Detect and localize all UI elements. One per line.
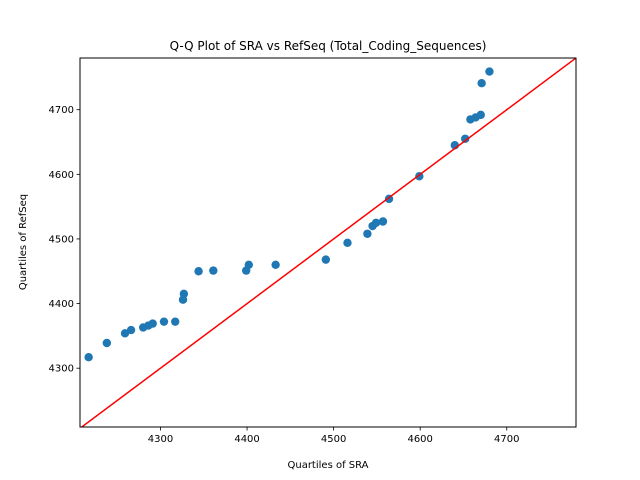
ticks-layer: 4300 4400 4500 4600 4700 4300 4400 4500 4600 4700 bbox=[49, 105, 520, 445]
data-point-29 bbox=[476, 110, 485, 120]
data-point-16 bbox=[271, 260, 280, 269]
plot-area bbox=[79, 57, 577, 428]
data-point-22 bbox=[378, 217, 388, 226]
data-point-15 bbox=[244, 260, 253, 269]
data-point-26 bbox=[461, 134, 470, 143]
y-axis-title: Quartiles of RefSeq bbox=[18, 194, 29, 290]
data-point-8 bbox=[159, 317, 169, 326]
y-tick-label-3: 4500 bbox=[49, 234, 74, 245]
x-tick-label-4: 4600 bbox=[407, 434, 432, 445]
reference-line bbox=[80, 58, 576, 427]
axes-frame bbox=[79, 57, 577, 428]
data-point-4 bbox=[126, 325, 136, 335]
data-point-17 bbox=[321, 255, 331, 264]
data-point-9 bbox=[171, 317, 180, 326]
data-point-1 bbox=[84, 353, 93, 362]
y-tick-label-5: 4700 bbox=[49, 105, 74, 116]
data-group bbox=[80, 58, 576, 427]
y-tick-label-4: 4600 bbox=[49, 170, 74, 181]
data-point-7 bbox=[148, 319, 157, 328]
y-tick-label-1: 4300 bbox=[49, 364, 74, 375]
data-point-30 bbox=[477, 79, 486, 88]
data-point-19 bbox=[363, 229, 372, 238]
x-tick-label-5: 4700 bbox=[494, 434, 519, 445]
x-tick-label-2: 4400 bbox=[234, 434, 259, 445]
data-point-11 bbox=[179, 289, 189, 299]
x-axis-title: Quartiles of SRA bbox=[287, 460, 368, 471]
data-point-13 bbox=[209, 266, 218, 275]
data-point-21 bbox=[371, 218, 381, 227]
data-point-31 bbox=[485, 67, 494, 76]
chart-title: Q-Q Plot of SRA vs RefSeq (Total_Coding_… bbox=[170, 39, 487, 53]
data-point-12 bbox=[194, 267, 203, 276]
x-tick-label-3: 4500 bbox=[321, 434, 346, 445]
x-tick-label-1: 4300 bbox=[148, 434, 173, 445]
data-point-2 bbox=[102, 338, 112, 348]
data-point-18 bbox=[343, 238, 352, 248]
y-tick-label-2: 4400 bbox=[49, 299, 74, 310]
